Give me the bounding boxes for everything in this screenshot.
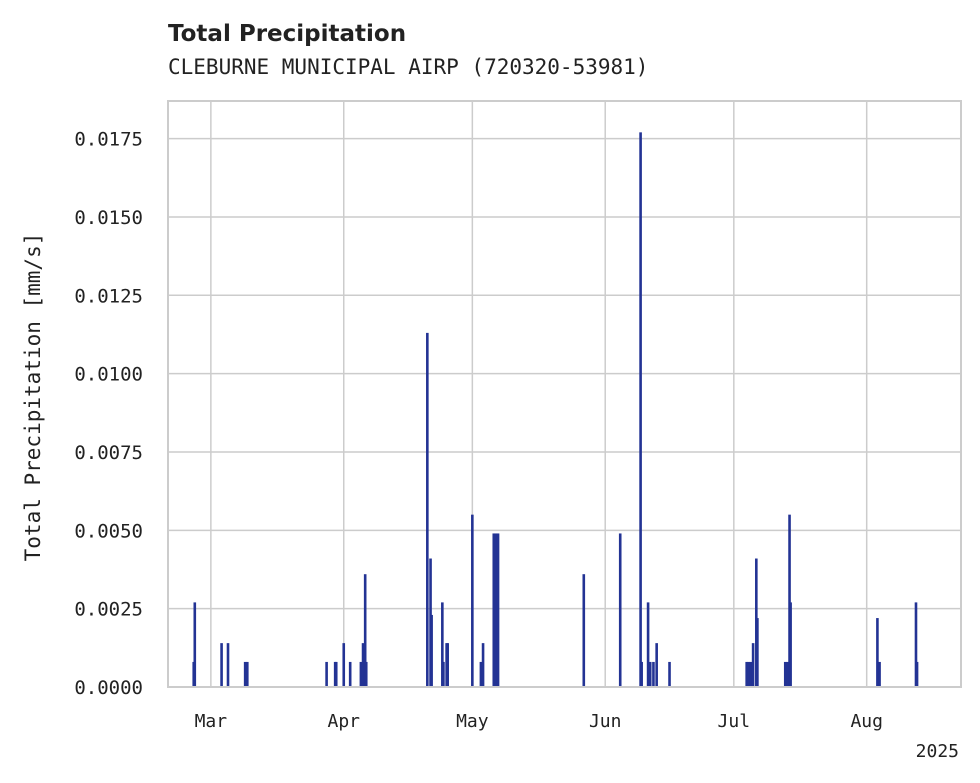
precipitation-bar [442,661,445,687]
precipitation-bar [246,661,249,687]
precipitation-bar [363,574,367,687]
y-tick-label: 0.0075 [74,442,143,464]
y-gridlines [168,137,961,688]
precipitation-bar [618,533,622,687]
precipitation-bar [342,643,346,687]
precipitation-bar [348,661,352,687]
precipitation-bar [494,533,498,687]
precipitation-bar [646,602,650,687]
precipitation-bar [334,661,338,687]
plot-frame [167,100,962,688]
x-gridlines [210,101,868,687]
x-tick-label: Apr [327,711,360,732]
precipitation-bar [749,661,753,687]
y-axis-label: Total Precipitation [mm/s] [21,233,45,562]
x-tick-label: May [456,711,489,732]
y-tick-label: 0.0025 [74,599,143,621]
y-tick-labels: 0.0000 0.0025 0.0050 0.0075 0.0100 0.0125 0.01… [74,129,143,699]
y-tick-label: 0.0125 [74,285,143,307]
precipitation-bar [751,643,755,687]
precipitation-bar [915,661,919,687]
precipitation-bar [479,661,483,687]
precipitation-bar [226,643,230,687]
y-tick-label: 0.0150 [74,207,143,229]
chart-title: Total Precipitation [168,21,406,47]
precipitation-bar [471,514,474,687]
precipitation-bar [193,602,197,687]
precipitation-bars [192,132,919,688]
y-tick-label: 0.0175 [74,129,143,151]
precipitation-bar [788,514,791,687]
precipitation-bar [325,661,328,687]
x-tick-label: Aug [850,711,883,732]
precipitation-bar [441,602,444,687]
precipitation-bar [747,661,751,687]
precipitation-bar [668,661,671,687]
precipitation-bar [430,614,433,687]
precipitation-bar [914,602,918,687]
precipitation-bar [492,533,496,687]
precipitation-bar [783,661,787,687]
precipitation-bar [426,332,429,687]
precipitation-bar [364,661,368,687]
x-tick-labels: Mar Apr May Jun Jul Aug [195,711,883,732]
x-tick-label: Mar [195,711,228,732]
y-tick-label: 0.0100 [74,364,143,386]
precipitation-bar [446,643,449,687]
precipitation-bar [582,574,586,687]
precipitation-bar [243,661,247,687]
precipitation-bar [359,661,363,687]
x-tick-label: Jul [718,711,751,732]
precipitation-bar [878,661,881,687]
precipitation-bar [876,618,879,687]
x-offset-label: 2025 [916,741,959,762]
precipitation-bar [786,661,789,687]
precipitation-bar [639,132,642,688]
x-tick-label: Jun [589,711,622,732]
precipitation-bar [361,643,365,687]
precipitation-bar [756,618,759,687]
chart-subtitle: CLEBURNE MUNICIPAL AIRP (720320-53981) [168,55,648,79]
precipitation-bar [220,643,223,687]
precipitation-bar [648,661,652,687]
y-tick-label: 0.0050 [74,520,143,542]
precipitation-bar [652,661,655,687]
y-tick-label: 0.0000 [74,677,143,699]
precipitation-bar [481,643,485,687]
precipitation-bar [496,533,500,687]
precipitation-bar [745,661,748,687]
precipitation-bar [640,661,643,687]
precipitation-bar [789,602,792,687]
precipitation-bar [655,643,658,687]
